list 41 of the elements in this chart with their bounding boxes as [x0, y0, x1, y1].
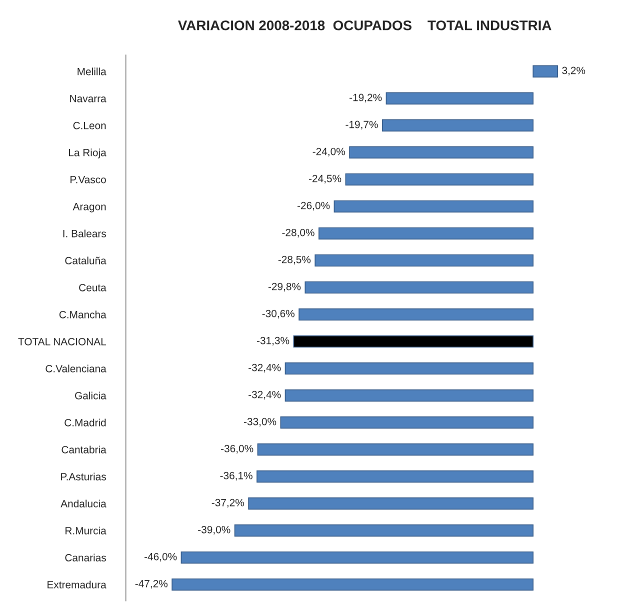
data-label: -24,5% [308, 174, 342, 184]
data-label: -19,2% [350, 94, 382, 102]
y-tick-label: Canarias [65, 554, 106, 562]
data-label: -33,0% [244, 418, 276, 427]
data-label: -26,0% [298, 202, 330, 210]
y-tick-label: C.Leon [73, 122, 106, 130]
data-label: -46,0% [144, 552, 177, 562]
data-label: -32,4% [248, 364, 281, 372]
data-label: -29,8% [268, 282, 301, 292]
y-tick-label: I. Balears [63, 230, 106, 238]
y-tick-label: Ceuta [79, 284, 106, 292]
y-tick-label: Extremadura [48, 580, 106, 588]
data-label: -24,0% [312, 148, 345, 156]
data-label: 3,2% [562, 66, 586, 76]
y-tick-label: TOTAL NACIONAL [18, 338, 106, 346]
data-label: -28,0% [282, 228, 314, 238]
data-label: -39,0% [198, 526, 230, 535]
y-tick-label: C.Mancha [59, 310, 106, 318]
data-label: -31,3% [256, 336, 290, 346]
data-label: -37,2% [212, 498, 244, 508]
chart-title: VARIACION 2008-2018 OCUPADOS TOTAL INDUSTRIA [178, 20, 552, 30]
y-tick-label: Cantabria [62, 446, 106, 454]
y-tick-label: Aragon [72, 203, 106, 212]
data-label: -30,6% [262, 310, 294, 318]
y-tick-label: Andalucia [60, 500, 106, 508]
y-tick-label: P.Vasco [70, 176, 106, 184]
data-label: -32,4% [248, 390, 281, 400]
data-label: -28,5% [278, 256, 311, 264]
y-tick-label: La Rioja [68, 148, 106, 158]
data-label: -36,0% [221, 444, 254, 454]
y-tick-label: R.Murcia [66, 526, 106, 534]
y-tick-label: Navarra [70, 94, 106, 102]
y-tick-label: C.Madrid [64, 418, 106, 426]
y-tick-label: Galicia [75, 392, 106, 400]
y-tick-label: Melilla [78, 68, 106, 76]
data-label: -47,2% [135, 580, 168, 589]
y-tick-label: Cataluña [65, 256, 106, 264]
y-tick-label: P.Asturias [61, 472, 106, 480]
data-label: -19,7% [346, 120, 378, 130]
data-label: -36,1% [220, 472, 252, 481]
y-tick-label: C.Valenciana [46, 364, 106, 372]
